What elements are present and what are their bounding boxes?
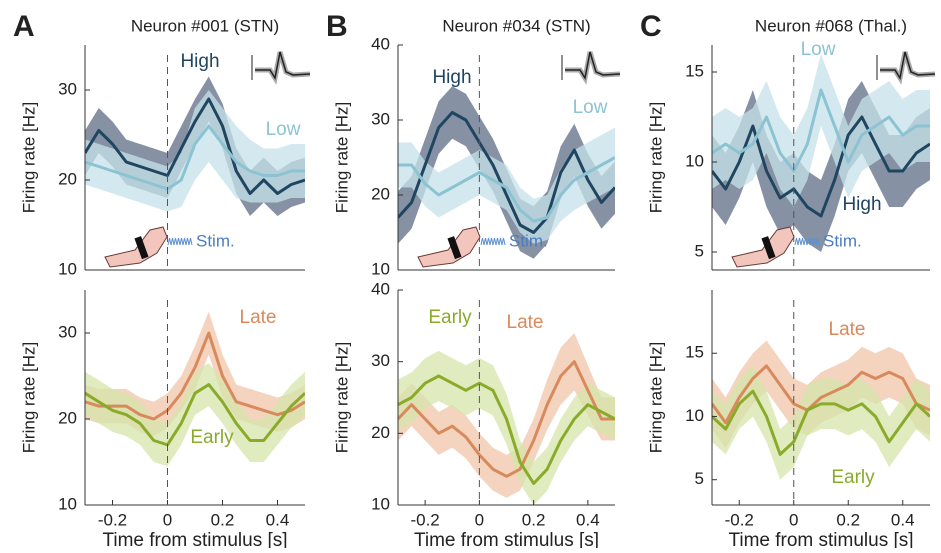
hand-icon (104, 226, 168, 268)
series-label: Low (266, 119, 301, 140)
stim-label: Stim. (823, 231, 862, 250)
panel-letter: B (326, 10, 348, 43)
x-tick-label: 0 (789, 510, 798, 529)
y-axis-label: Firing rate [Hz] (646, 342, 665, 453)
error-band (85, 363, 305, 467)
spike-inset-line (880, 51, 936, 81)
stim-wave (167, 237, 193, 246)
stim-label: Stim. (509, 231, 548, 250)
series-label: High (432, 67, 471, 88)
plot-area (712, 54, 930, 252)
series-label: High (180, 51, 219, 72)
y-tick-label: 10 (58, 259, 77, 278)
series-label: Low (573, 97, 608, 118)
y-tick-label: 30 (371, 351, 390, 370)
stim-label: Stim. (196, 231, 235, 250)
hand-icon (417, 226, 481, 268)
x-tick-label: -0.2 (725, 510, 754, 529)
spike-inset-line (565, 51, 621, 81)
series-label: Early (190, 427, 234, 448)
mean-line (85, 124, 305, 191)
stim-wave (480, 237, 506, 246)
mean-line (712, 364, 930, 425)
x-tick-label: 0 (163, 510, 172, 529)
y-axis-label: Firing rate [Hz] (646, 102, 665, 213)
x-axis-label: Time from stimulus [s] (414, 530, 599, 548)
series-label: Late (507, 312, 544, 333)
mean-line (398, 156, 615, 223)
error-band (398, 127, 615, 244)
x-tick-label: 0.2 (836, 510, 860, 529)
x-tick-label: 0.2 (522, 510, 546, 529)
y-axis-label: Firing rate [Hz] (19, 102, 38, 213)
series-label: Early (831, 467, 875, 488)
wristband (447, 236, 462, 260)
y-tick-label: 30 (371, 109, 390, 128)
y-tick-label: 20 (371, 423, 390, 442)
y-tick-label: 10 (371, 259, 390, 278)
y-tick-label: 15 (685, 61, 704, 80)
x-tick-label: -0.2 (98, 510, 127, 529)
mean-line (712, 115, 930, 218)
y-axis-label: Firing rate [Hz] (332, 102, 351, 213)
plot-area (85, 76, 305, 216)
y-tick-label: 15 (685, 343, 704, 362)
y-tick-label: 40 (371, 279, 390, 298)
wristband (134, 236, 149, 260)
y-tick-label: 20 (58, 169, 77, 188)
series-label: High (842, 194, 881, 215)
y-tick-label: 30 (58, 322, 77, 341)
x-axis-label: Time from stimulus [s] (728, 530, 913, 548)
x-tick-label: -0.2 (410, 510, 439, 529)
series-label: Late (829, 319, 866, 340)
y-tick-label: 20 (58, 408, 77, 427)
hand-icon (731, 226, 795, 268)
series-label: Late (240, 307, 277, 328)
wristband (761, 236, 776, 260)
panel-title: Neuron #034 (STN) (442, 16, 590, 35)
plot-area (398, 333, 615, 505)
y-tick-label: 5 (695, 241, 704, 260)
error-band (398, 350, 615, 505)
mean-line (712, 88, 930, 173)
mean-line (398, 111, 615, 234)
plot-area (712, 340, 930, 480)
x-tick-label: 0.4 (891, 510, 915, 529)
x-tick-label: 0 (475, 510, 484, 529)
mean-line (85, 331, 305, 421)
mean-line (85, 97, 305, 195)
y-tick-label: 40 (371, 34, 390, 53)
mean-line (398, 374, 615, 485)
mean-line (398, 360, 615, 478)
x-tick-label: 0.2 (211, 510, 235, 529)
y-tick-label: 10 (371, 494, 390, 513)
mean-line (85, 383, 305, 447)
plot-area (85, 311, 305, 467)
y-axis-label: Firing rate [Hz] (332, 342, 351, 453)
panel-letter: C (640, 10, 662, 43)
x-axis-label: Time from stimulus [s] (102, 530, 287, 548)
y-tick-label: 10 (685, 151, 704, 170)
panel-title: Neuron #068 (Thal.) (755, 16, 907, 35)
y-tick-label: 30 (58, 79, 77, 98)
series-label: Early (428, 307, 472, 328)
panel-title: Neuron #001 (STN) (131, 16, 279, 35)
panel-letter: A (13, 10, 35, 43)
y-tick-label: 5 (695, 469, 704, 488)
y-axis-label: Firing rate [Hz] (19, 342, 38, 453)
error-band (712, 365, 930, 480)
y-tick-label: 10 (685, 406, 704, 425)
mean-line (712, 389, 930, 456)
stim-wave (794, 237, 820, 246)
series-label: Low (801, 39, 836, 60)
plot-area (398, 86, 615, 259)
x-tick-label: 0.4 (266, 510, 290, 529)
x-tick-label: 0.4 (576, 510, 600, 529)
error-band (712, 54, 930, 207)
y-tick-label: 20 (371, 184, 390, 203)
spike-inset-line (255, 51, 311, 81)
y-tick-label: 10 (58, 494, 77, 513)
